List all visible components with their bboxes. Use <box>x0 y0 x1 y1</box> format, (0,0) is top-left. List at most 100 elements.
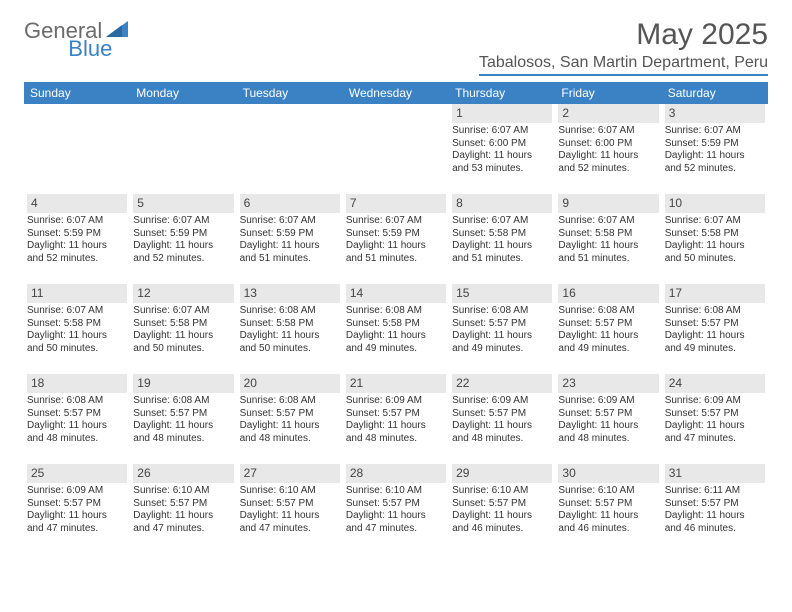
title-block: May 2025 Tabalosos, San Martin Departmen… <box>479 18 768 76</box>
info-daylight1: Daylight: 11 hours <box>133 510 233 523</box>
logo-text-part2: Blue <box>68 36 112 62</box>
info-daylight1: Daylight: 11 hours <box>452 330 552 343</box>
date-number: 18 <box>27 374 127 393</box>
date-number: 21 <box>346 374 446 393</box>
date-number: 8 <box>452 194 552 213</box>
date-number: 15 <box>452 284 552 303</box>
day-cell <box>24 104 130 194</box>
day-cell: 22Sunrise: 6:09 AMSunset: 5:57 PMDayligh… <box>449 374 555 464</box>
day-header: Saturday <box>662 82 768 104</box>
info-sunset: Sunset: 5:57 PM <box>240 498 340 511</box>
day-cell: 16 Sunrise: 6:08 AMSunset: 5:57 PMDayligh… <box>555 284 661 374</box>
info-daylight2: and 47 minutes. <box>133 523 233 536</box>
info-sunrise: Sunrise: 6:10 AM <box>346 485 446 498</box>
info-sunset: Sunset: 5:59 PM <box>665 138 765 151</box>
info-sunset: Sunset: 5:59 PM <box>240 228 340 241</box>
info-sunset: Sunset: 5:58 PM <box>346 318 446 331</box>
date-number: 17 <box>665 284 765 303</box>
info-daylight1: Daylight: 11 hours <box>665 150 765 163</box>
info-sunrise: Sunrise: 6:07 AM <box>558 125 658 138</box>
info-daylight1: Daylight: 11 hours <box>665 510 765 523</box>
info-daylight2: and 52 minutes. <box>133 253 233 266</box>
day-cell: 17Sunrise: 6:08 AMSunset: 5:57 PMDayligh… <box>662 284 768 374</box>
info-sunrise: Sunrise: 6:07 AM <box>346 215 446 228</box>
day-header: Friday <box>555 82 661 104</box>
info-sunset: Sunset: 5:59 PM <box>133 228 233 241</box>
date-number: 11 <box>27 284 127 303</box>
info-daylight2: and 46 minutes. <box>452 523 552 536</box>
day-cell: 1Sunrise: 6:07 AMSunset: 6:00 PMDaylight… <box>449 104 555 194</box>
day-cell: 8Sunrise: 6:07 AMSunset: 5:58 PMDaylight… <box>449 194 555 284</box>
day-cell: 19Sunrise: 6:08 AMSunset: 5:57 PMDayligh… <box>130 374 236 464</box>
day-cell: 6Sunrise: 6:07 AMSunset: 5:59 PMDaylight… <box>237 194 343 284</box>
date-number: 27 <box>240 464 340 483</box>
info-daylight1: Daylight: 11 hours <box>240 420 340 433</box>
info-sunset: Sunset: 5:57 PM <box>452 408 552 421</box>
info-sunrise: Sunrise: 6:08 AM <box>558 305 658 318</box>
info-sunset: Sunset: 5:57 PM <box>558 498 658 511</box>
date-number: 4 <box>27 194 127 213</box>
info-daylight2: and 48 minutes. <box>346 433 446 446</box>
info-sunrise: Sunrise: 6:07 AM <box>452 125 552 138</box>
info-sunrise: Sunrise: 6:10 AM <box>558 485 658 498</box>
date-number: 13 <box>240 284 340 303</box>
info-sunset: Sunset: 5:59 PM <box>346 228 446 241</box>
info-daylight1: Daylight: 11 hours <box>558 330 658 343</box>
day-cell: 26Sunrise: 6:10 AMSunset: 5:57 PMDayligh… <box>130 464 236 554</box>
info-daylight2: and 51 minutes. <box>452 253 552 266</box>
date-number: 7 <box>346 194 446 213</box>
info-sunrise: Sunrise: 6:07 AM <box>133 215 233 228</box>
date-number: 3 <box>665 104 765 123</box>
info-daylight2: and 53 minutes. <box>452 163 552 176</box>
date-number: 29 <box>452 464 552 483</box>
info-sunrise: Sunrise: 6:09 AM <box>665 395 765 408</box>
info-sunrise: Sunrise: 6:07 AM <box>665 125 765 138</box>
day-header: Sunday <box>24 82 130 104</box>
date-number: 16 <box>558 284 658 303</box>
week-row: 11Sunrise: 6:07 AMSunset: 5:58 PMDayligh… <box>24 284 768 374</box>
info-daylight2: and 49 minutes. <box>558 343 658 356</box>
day-cell: 27Sunrise: 6:10 AMSunset: 5:57 PMDayligh… <box>237 464 343 554</box>
day-cell: 21Sunrise: 6:09 AMSunset: 5:57 PMDayligh… <box>343 374 449 464</box>
date-number: 30 <box>558 464 658 483</box>
day-cell: 30Sunrise: 6:10 AMSunset: 5:57 PMDayligh… <box>555 464 661 554</box>
info-daylight1: Daylight: 11 hours <box>558 150 658 163</box>
info-sunrise: Sunrise: 6:10 AM <box>452 485 552 498</box>
info-sunset: Sunset: 5:58 PM <box>240 318 340 331</box>
info-sunrise: Sunrise: 6:09 AM <box>558 395 658 408</box>
date-number: 19 <box>133 374 233 393</box>
date-number: 31 <box>665 464 765 483</box>
info-daylight1: Daylight: 11 hours <box>240 330 340 343</box>
info-sunset: Sunset: 5:57 PM <box>558 318 658 331</box>
day-header: Tuesday <box>237 82 343 104</box>
info-daylight1: Daylight: 11 hours <box>27 240 127 253</box>
day-cell: 15Sunrise: 6:08 AMSunset: 5:57 PMDayligh… <box>449 284 555 374</box>
day-cell <box>237 104 343 194</box>
week-row: 18 Sunrise: 6:08 AM Sunset: 5:57 PM Dayligh… <box>24 374 768 464</box>
date-number: 28 <box>346 464 446 483</box>
info-sunrise: Sunrise: 6:10 AM <box>133 485 233 498</box>
info-sunrise: Sunrise: 6:08 AM <box>346 305 446 318</box>
day-header: Wednesday <box>343 82 449 104</box>
day-cell: 11Sunrise: 6:07 AMSunset: 5:58 PMDayligh… <box>24 284 130 374</box>
info-daylight2: and 50 minutes. <box>27 343 127 356</box>
day-cell: 10Sunrise: 6:07 AMSunset: 5:58 PMDayligh… <box>662 194 768 284</box>
info-daylight1: Daylight: 11 hours <box>452 240 552 253</box>
week-row: 1Sunrise: 6:07 AMSunset: 6:00 PMDaylight… <box>24 104 768 194</box>
info-daylight2: and 50 minutes. <box>665 253 765 266</box>
day-cell: 12Sunrise: 6:07 AMSunset: 5:58 PMDayligh… <box>130 284 236 374</box>
info-daylight1: Daylight: 11 hours <box>452 510 552 523</box>
day-cell: 24Sunrise: 6:09 AMSunset: 5:57 PMDayligh… <box>662 374 768 464</box>
day-cell: 7Sunrise: 6:07 AMSunset: 5:59 PMDaylight… <box>343 194 449 284</box>
info-sunset: Sunset: 5:58 PM <box>558 228 658 241</box>
info-sunrise: Sunrise: 6:07 AM <box>27 215 127 228</box>
info-daylight1: Daylight: 11 hours <box>452 150 552 163</box>
day-cell: 3 Sunrise: 6:07 AMSunset: 5:59 PMDaylight… <box>662 104 768 194</box>
info-sunrise: Sunrise: 6:09 AM <box>27 485 127 498</box>
info-sunrise: Sunrise: 6:08 AM <box>133 395 233 408</box>
day-header: Monday <box>130 82 236 104</box>
day-cell: 2Sunrise: 6:07 AMSunset: 6:00 PMDaylight… <box>555 104 661 194</box>
date-number: 14 <box>346 284 446 303</box>
info-sunset: Sunset: 5:57 PM <box>558 408 658 421</box>
info-sunset: Sunset: 5:57 PM <box>27 498 127 511</box>
